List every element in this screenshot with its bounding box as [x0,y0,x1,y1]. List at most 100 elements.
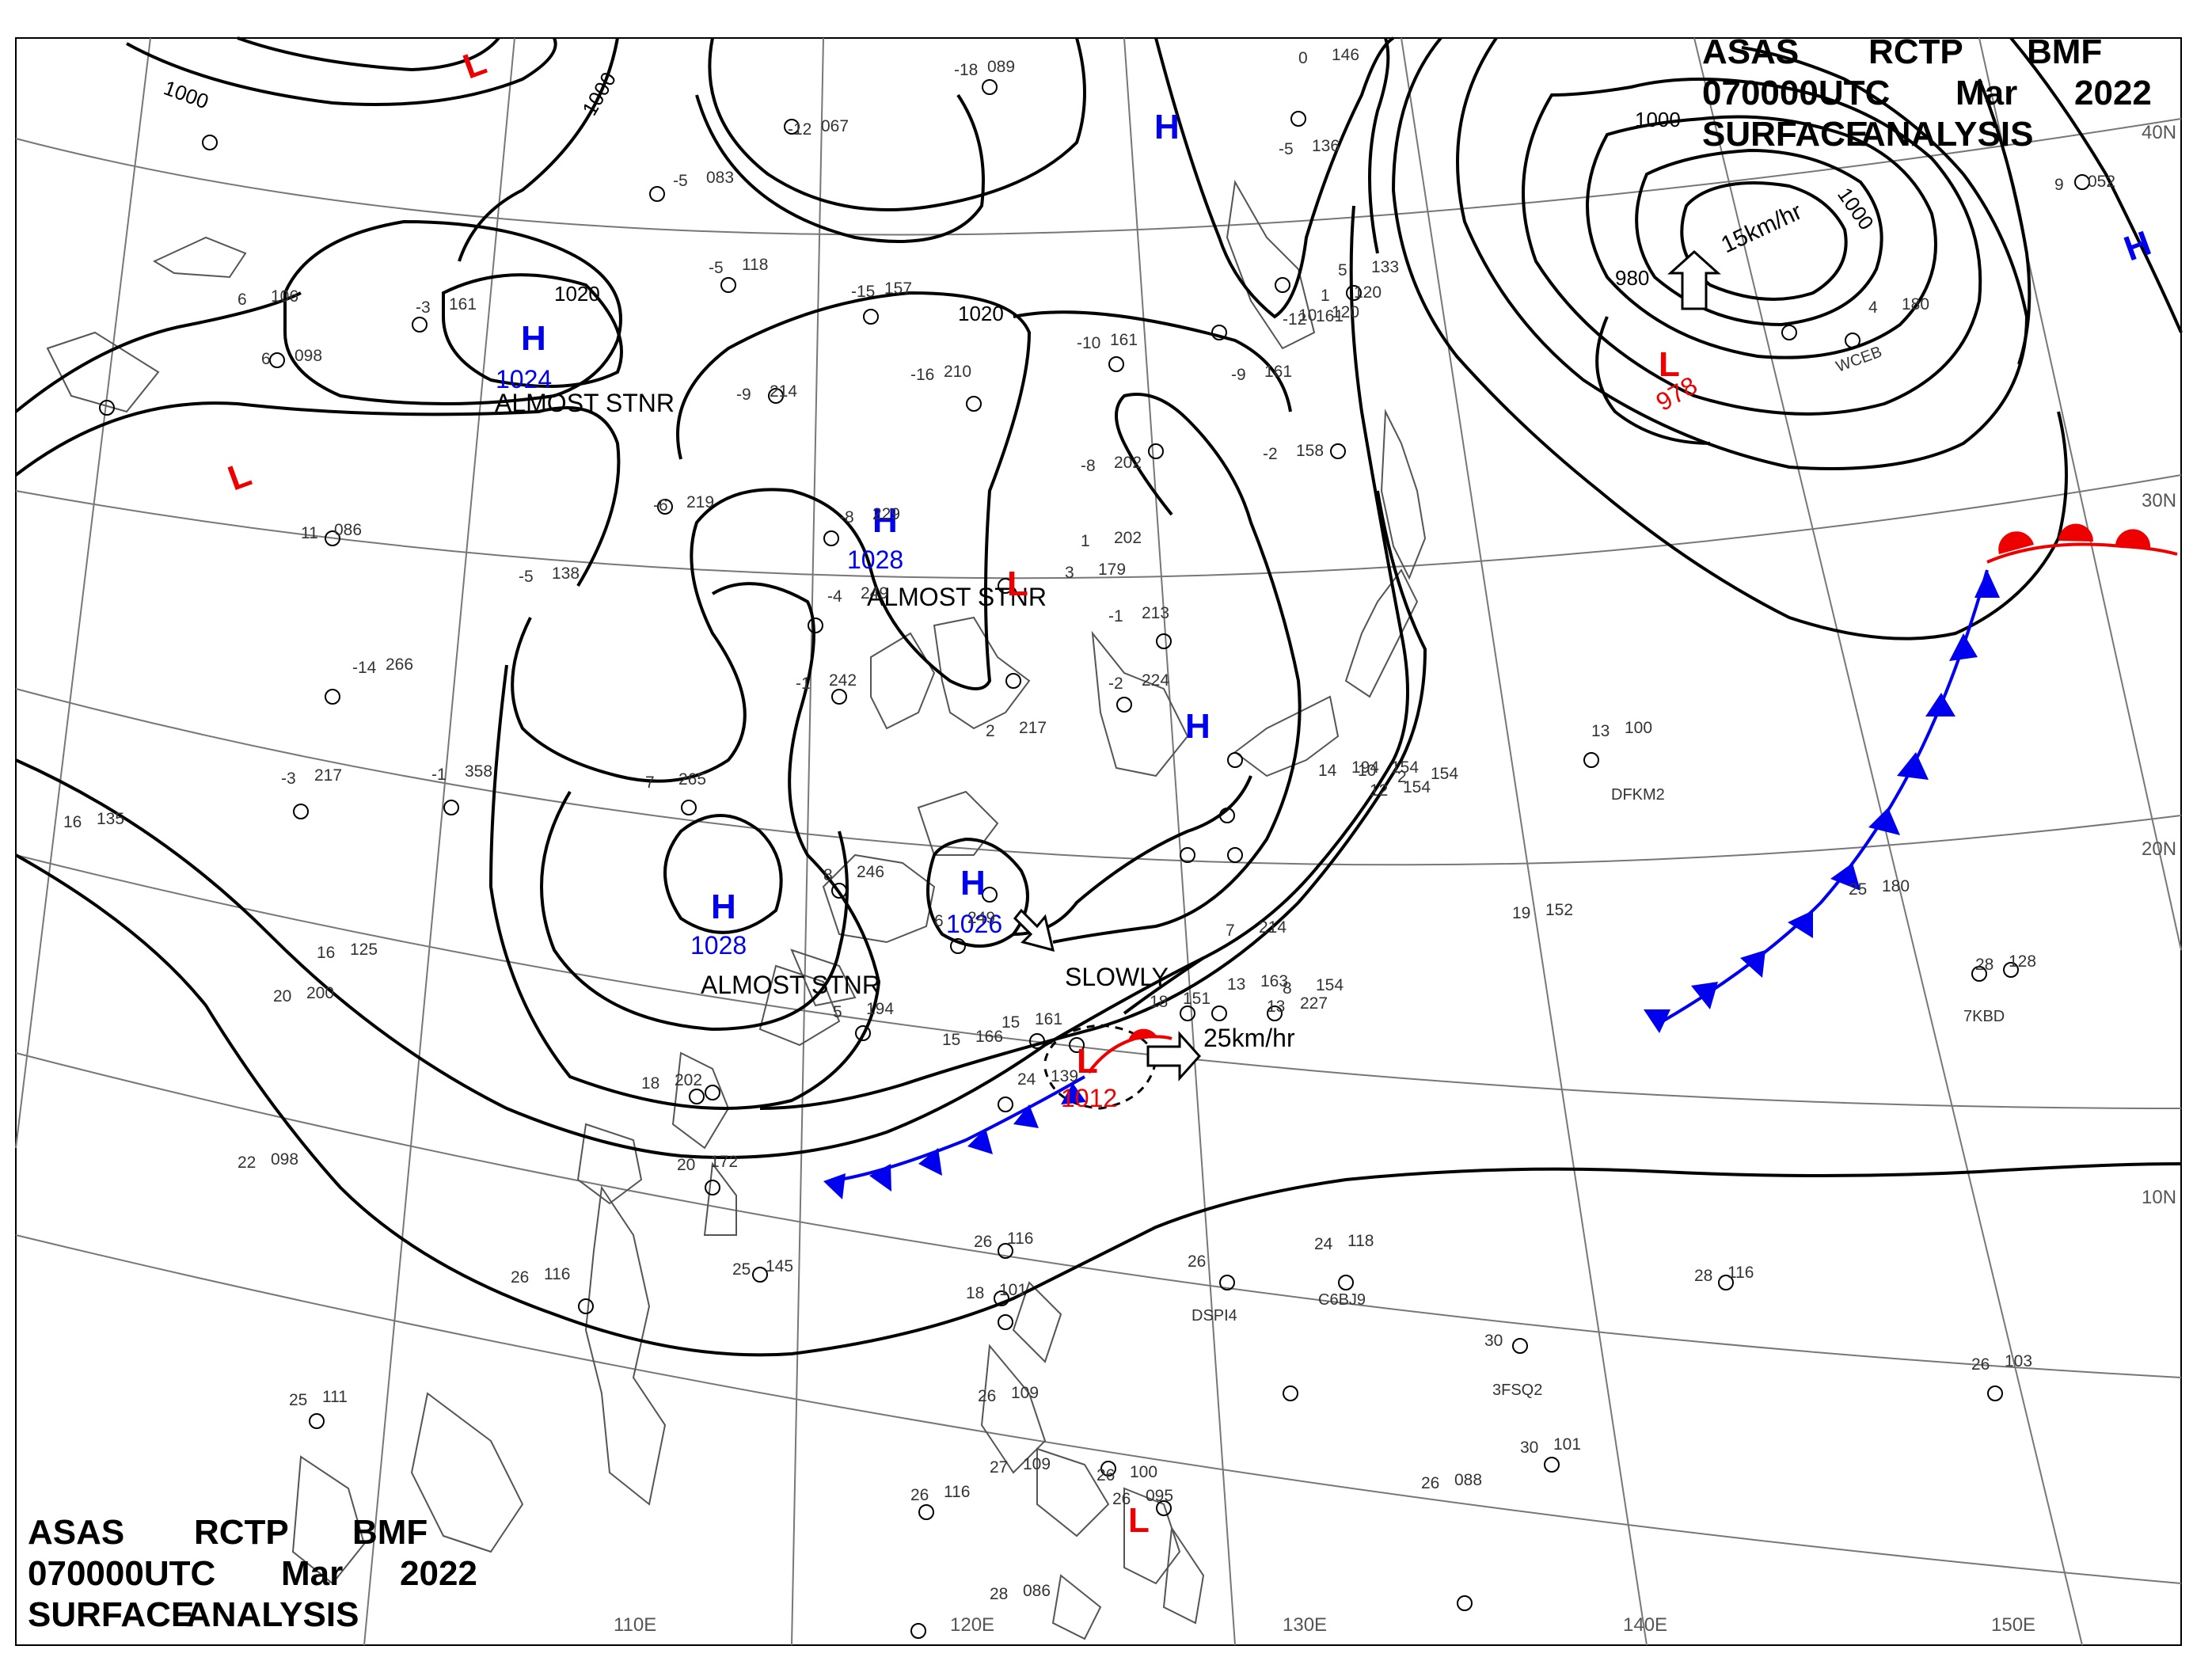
chart-header-bottom: ASAS RCTP BMF 070000UTC Mar 2022 SURFACE ANAL… [28,1512,503,1636]
station-pressure: 154 [1431,765,1458,783]
low-symbol: L [1007,564,1028,603]
station-pressure: 133 [1371,258,1399,276]
station-pressure: 089 [987,58,1015,76]
high-symbol: H [711,888,736,926]
warm-front-east [1986,523,2178,564]
station-pressure: 265 [678,770,706,789]
station-temp: 8 [1283,979,1292,998]
header-text: ASAS [1702,32,1800,71]
station-pressure: 116 [1727,1264,1754,1282]
motion-arrows [1013,249,1721,1081]
station-pressure: 088 [1454,1471,1482,1489]
lat-label-30N: 30N [2142,490,2176,511]
station-pressure: 242 [829,671,857,690]
station-pressure: 139 [1051,1067,1078,1085]
station-pressure: 086 [334,521,362,539]
station-pressure: 161 [1316,307,1344,325]
isobar-labels: 1000 1000 1000 1000 1020 1020 980 [161,68,1879,325]
station-pressure: 154 [1403,778,1431,796]
ship-id: DSPI4 [1192,1307,1237,1325]
station-pressure: 214 [770,382,797,401]
lon-label-140E: 140E [1623,1614,1667,1636]
isobar-label: 1000 [1635,108,1681,131]
station-temp: 20 [677,1156,695,1174]
station-temp: 6 [261,350,271,368]
station-temp: 4 [1868,298,1878,317]
low-symbol: L [1128,1501,1150,1540]
station-temp: -5 [709,259,724,277]
station-temp: -6 [653,496,668,515]
movement-speed: 25km/hr [1203,1024,1295,1052]
station-temp: -1 [431,766,447,784]
station-pressure: 161 [1110,331,1138,349]
station-pressure: 172 [710,1153,738,1171]
station-temp: -5 [673,172,688,190]
station-temp: -10 [1077,334,1100,352]
lon-label-150E: 150E [1991,1614,2035,1636]
station-pressure: 111 [322,1388,348,1406]
station-pressure: 146 [1332,46,1359,64]
station-pressure: 052 [2088,173,2115,191]
station-pressure: 202 [1114,529,1142,547]
station-temp: 11 [301,524,318,542]
station-temp: 28 [1975,956,1993,974]
header-text: BMF [352,1513,428,1552]
high-symbol: H [2119,223,2157,268]
high-value: 1028 [690,931,747,960]
pressure-centers: H 1024 ALMOST STNR H 1028 ALMOST STNR H … [223,43,2157,1540]
isobar-label: 1000 [577,68,621,120]
station-temp: 5 [833,1003,842,1021]
station-temp: 24 [1314,1235,1333,1253]
ship-id: C6BJ9 [1318,1291,1366,1309]
cold-front-south [823,1075,1086,1199]
isobars [14,36,2183,1357]
station-temp: -3 [281,770,296,788]
station-temp: -3 [416,298,431,317]
station-temp: -15 [851,283,875,301]
ship-id: 3FSQ2 [1492,1382,1542,1399]
station-temp: 15 [942,1031,960,1049]
station-pressure: 116 [944,1483,970,1501]
high-symbol: H [521,319,546,358]
station-pressure: 118 [742,256,768,274]
station-pressure: 227 [1300,994,1328,1013]
station-pressure: 166 [975,1028,1003,1046]
station-pressure: 116 [544,1265,570,1283]
lat-label-40N: 40N [2142,122,2176,143]
station-pressure: 138 [552,564,580,583]
station-temp: 26 [1188,1252,1206,1271]
station-temp: -1 [796,675,811,693]
station-temp: 26 [1421,1474,1439,1492]
station-temp: 20 [273,987,291,1005]
station-temp: 22 [238,1154,256,1172]
station-temp: 30 [1520,1439,1538,1457]
station-pressure: 180 [1882,877,1910,895]
high-value: 1028 [847,545,903,574]
low-symbol: L [1659,345,1680,384]
station-pressure: 154 [1391,758,1419,777]
station-pressure: 161 [1035,1010,1062,1028]
station-pressure: 229 [872,505,900,523]
movement-note: ALMOST STNR [495,389,675,417]
station-pressure: 109 [1023,1455,1051,1473]
movement-note: ALMOST STNR [701,971,880,999]
station-temp: 10 [1358,762,1376,780]
station-temp: -2 [1108,675,1123,693]
station-pressure: 151 [1183,990,1211,1008]
station-pressure: 217 [314,766,342,785]
header-text: Mar [1955,74,2018,112]
station-temp: 26 [1112,1490,1131,1508]
station-pressure: 136 [1312,137,1340,155]
station-temp: 19 [1512,904,1530,922]
ship-id: 7KBD [1963,1008,2005,1025]
station-temp: 18 [641,1074,659,1093]
station-symbols [99,79,2090,1639]
station-pressure: 067 [821,117,849,135]
station-pressure: 246 [857,863,884,881]
ship-id: WCEB [1834,344,1884,376]
station-temp: 13 [1227,975,1245,994]
station-temp: 26 [1971,1355,1990,1374]
station-temp: 2 [1397,768,1407,786]
station-pressure: 128 [2009,952,2036,971]
